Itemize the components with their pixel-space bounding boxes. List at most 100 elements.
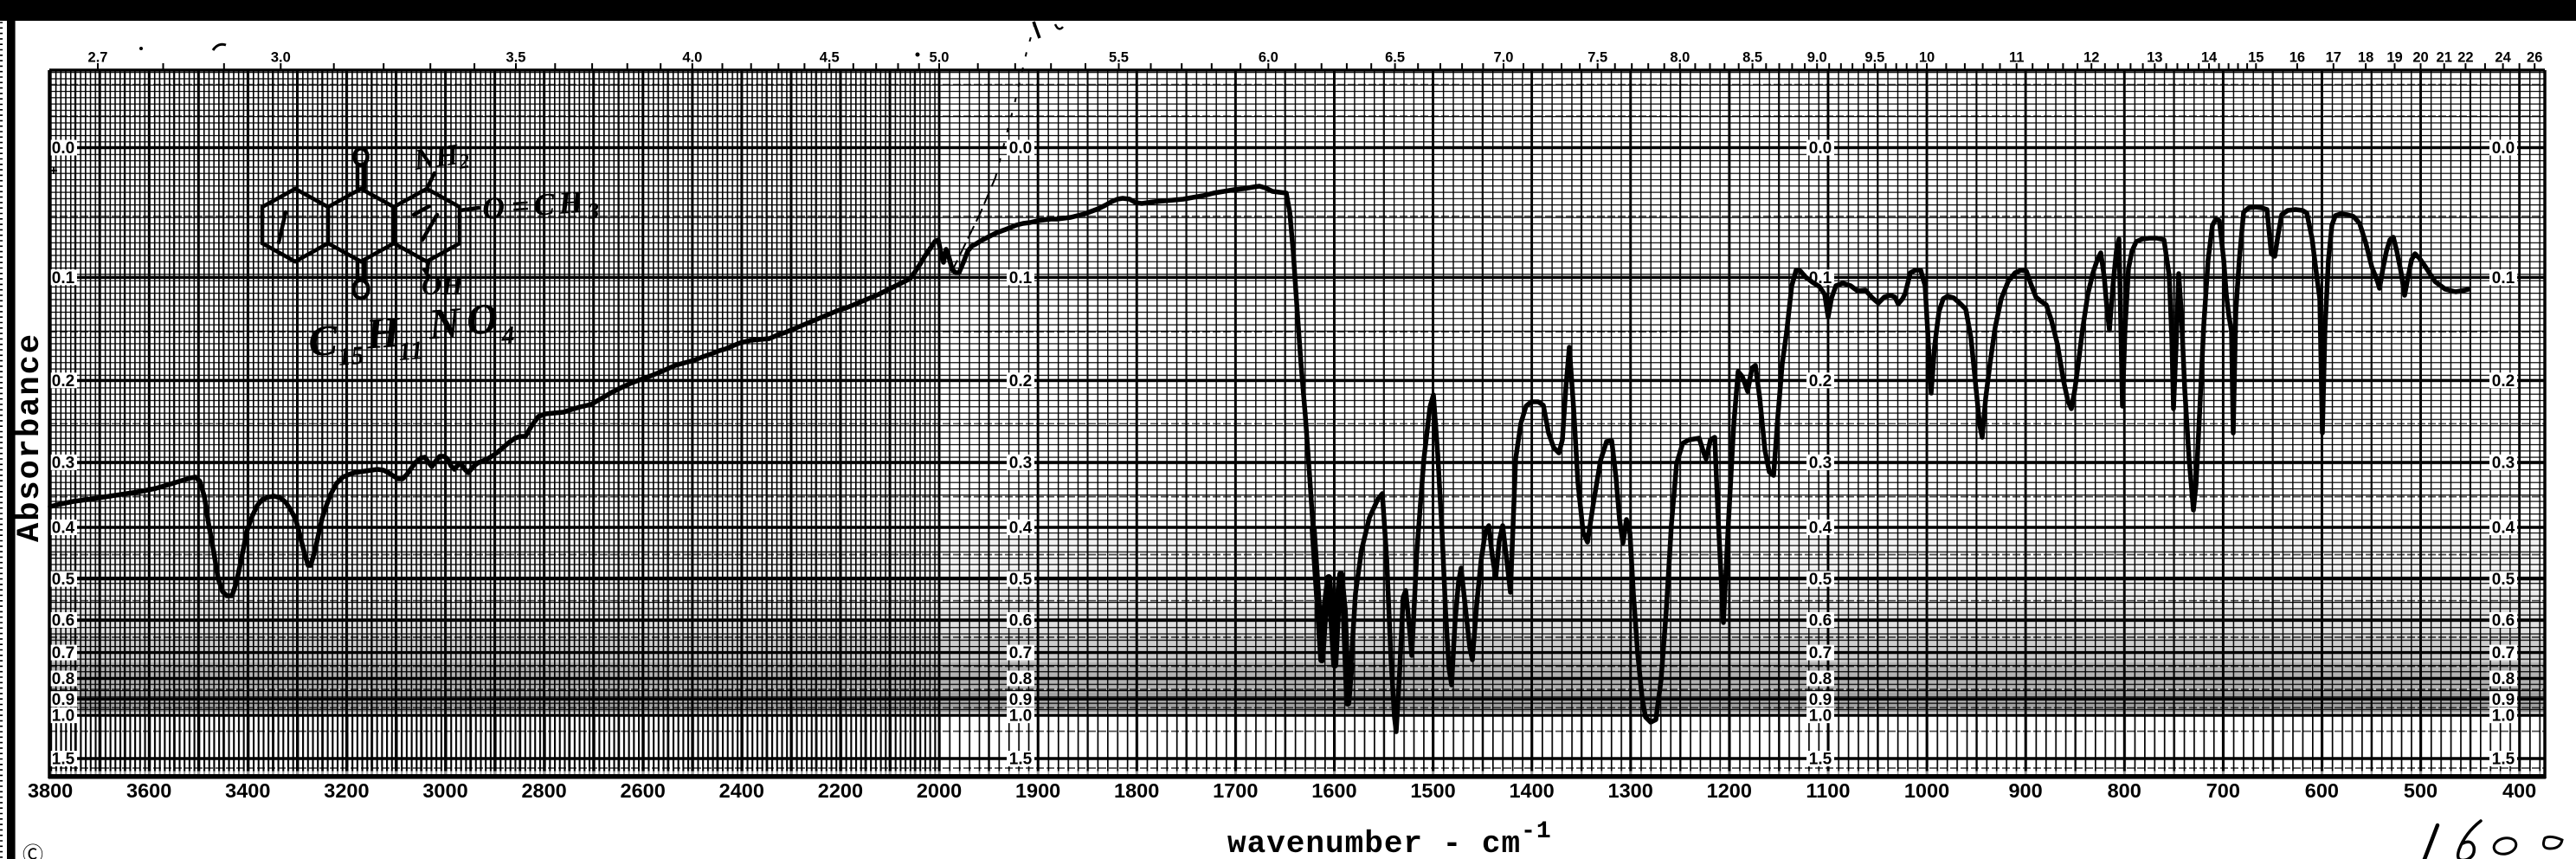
svg-text:1200: 1200 bbox=[1707, 779, 1752, 802]
svg-text:0.8: 0.8 bbox=[1809, 670, 1832, 688]
svg-text:NH2: NH2 bbox=[411, 138, 471, 181]
svg-text:18: 18 bbox=[2358, 50, 2373, 66]
svg-text:0.7: 0.7 bbox=[1809, 644, 1832, 662]
svg-text:19: 19 bbox=[2386, 50, 2402, 66]
svg-text:3.0: 3.0 bbox=[271, 50, 291, 66]
svg-text:800: 800 bbox=[2108, 779, 2141, 802]
svg-text:22: 22 bbox=[2457, 50, 2473, 66]
svg-text:0.0: 0.0 bbox=[52, 139, 74, 158]
svg-text:0.4: 0.4 bbox=[2492, 520, 2515, 538]
svg-text:26: 26 bbox=[2527, 50, 2542, 66]
svg-text:3200: 3200 bbox=[324, 779, 369, 802]
svg-text:0.5: 0.5 bbox=[1809, 571, 1832, 589]
svg-text:0.5: 0.5 bbox=[1009, 571, 1033, 589]
svg-text:0.2: 0.2 bbox=[1009, 372, 1032, 391]
svg-text:9.0: 9.0 bbox=[1807, 50, 1827, 66]
svg-text:13: 13 bbox=[2147, 50, 2162, 66]
svg-text:21: 21 bbox=[2437, 50, 2452, 66]
svg-text:0.4: 0.4 bbox=[52, 520, 75, 538]
svg-text:1.5: 1.5 bbox=[1809, 751, 1832, 769]
svg-text:0.9: 0.9 bbox=[2492, 691, 2515, 709]
svg-text:4.0: 4.0 bbox=[682, 50, 702, 66]
svg-text:11: 11 bbox=[2009, 50, 2024, 66]
svg-text:1.5: 1.5 bbox=[52, 751, 75, 769]
svg-text:0.8: 0.8 bbox=[52, 670, 74, 688]
svg-text:14: 14 bbox=[2201, 50, 2218, 66]
svg-text:8.0: 8.0 bbox=[1670, 50, 1690, 66]
svg-text:1900: 1900 bbox=[1015, 779, 1060, 802]
svg-text:3000: 3000 bbox=[422, 779, 467, 802]
svg-text:0.9: 0.9 bbox=[52, 691, 74, 709]
svg-text:0.3: 0.3 bbox=[1809, 454, 1832, 472]
svg-text:1300: 1300 bbox=[1608, 779, 1653, 802]
svg-text:3400: 3400 bbox=[225, 779, 270, 802]
svg-text:0.6: 0.6 bbox=[1009, 612, 1032, 630]
svg-text:1.5: 1.5 bbox=[1009, 751, 1033, 769]
svg-text:C: C bbox=[306, 315, 339, 365]
svg-text:1100: 1100 bbox=[1806, 779, 1850, 802]
svg-text:2.7: 2.7 bbox=[88, 50, 108, 66]
svg-text:0.3: 0.3 bbox=[52, 454, 74, 472]
svg-text:8.5: 8.5 bbox=[1742, 50, 1762, 66]
svg-text:0.8: 0.8 bbox=[1009, 670, 1032, 688]
svg-text:0.7: 0.7 bbox=[1009, 644, 1032, 662]
svg-text:10: 10 bbox=[1919, 50, 1935, 66]
svg-text:4: 4 bbox=[499, 321, 515, 351]
svg-text:5.5: 5.5 bbox=[1109, 50, 1129, 66]
svg-text:7.0: 7.0 bbox=[1494, 50, 1514, 66]
svg-text:0.2: 0.2 bbox=[2492, 372, 2515, 391]
svg-text:0.3: 0.3 bbox=[1009, 454, 1032, 472]
svg-text:2200: 2200 bbox=[818, 779, 863, 802]
svg-text:900: 900 bbox=[2008, 779, 2042, 802]
svg-text:0.5: 0.5 bbox=[2492, 571, 2515, 589]
svg-text:Absorbance: Absorbance bbox=[12, 333, 48, 542]
svg-text:500: 500 bbox=[2404, 779, 2438, 802]
svg-text:2600: 2600 bbox=[621, 779, 666, 802]
svg-text:0.9: 0.9 bbox=[1809, 691, 1832, 709]
svg-text:3600: 3600 bbox=[126, 779, 171, 802]
svg-text:1700: 1700 bbox=[1213, 779, 1258, 802]
svg-text:0.6: 0.6 bbox=[1809, 612, 1832, 630]
svg-text:0.9: 0.9 bbox=[1009, 691, 1032, 709]
svg-text:Ⓒ: Ⓒ bbox=[23, 843, 43, 859]
svg-text:O: O bbox=[465, 294, 499, 344]
svg-text:0.5: 0.5 bbox=[52, 571, 75, 589]
svg-text:0.2: 0.2 bbox=[1809, 372, 1832, 391]
svg-text:24: 24 bbox=[2495, 50, 2511, 66]
svg-text:600: 600 bbox=[2305, 779, 2339, 802]
svg-text:0.1: 0.1 bbox=[1009, 269, 1033, 287]
svg-text:0.0: 0.0 bbox=[2492, 139, 2515, 158]
svg-text:1600: 1600 bbox=[1311, 779, 1356, 802]
svg-text:1500: 1500 bbox=[1410, 779, 1455, 802]
svg-text:4.5: 4.5 bbox=[820, 50, 840, 66]
svg-text:12: 12 bbox=[2083, 50, 2099, 66]
svg-text:17: 17 bbox=[2326, 50, 2341, 66]
svg-text:0.7: 0.7 bbox=[52, 644, 74, 662]
svg-text:1400: 1400 bbox=[1509, 779, 1554, 802]
svg-text:1.0: 1.0 bbox=[1809, 707, 1832, 726]
svg-text:0.1: 0.1 bbox=[2492, 269, 2515, 287]
svg-text:16: 16 bbox=[2289, 50, 2305, 66]
svg-text:0.0: 0.0 bbox=[1009, 139, 1032, 158]
svg-text:2000: 2000 bbox=[917, 779, 962, 802]
svg-text:0.4: 0.4 bbox=[1009, 520, 1033, 538]
svg-text:15: 15 bbox=[2248, 50, 2264, 66]
svg-text:9.5: 9.5 bbox=[1864, 50, 1884, 66]
svg-text:0.8: 0.8 bbox=[2492, 670, 2515, 688]
svg-text:0.6: 0.6 bbox=[2492, 612, 2515, 630]
svg-text:3800: 3800 bbox=[28, 779, 73, 802]
svg-text:N: N bbox=[426, 298, 463, 349]
svg-text:5.0: 5.0 bbox=[930, 50, 950, 66]
svg-text:1.5: 1.5 bbox=[2492, 751, 2515, 769]
svg-text:15: 15 bbox=[338, 341, 365, 371]
svg-text:1.0: 1.0 bbox=[1009, 707, 1032, 726]
svg-text:0.2: 0.2 bbox=[52, 372, 74, 391]
svg-text:3.5: 3.5 bbox=[506, 50, 526, 66]
svg-text:20: 20 bbox=[2412, 50, 2428, 66]
svg-text:H: H bbox=[364, 307, 403, 358]
svg-text:1.0: 1.0 bbox=[2492, 707, 2515, 726]
svg-text:0.0: 0.0 bbox=[1809, 139, 1832, 158]
svg-text:1800: 1800 bbox=[1114, 779, 1159, 802]
svg-text:2800: 2800 bbox=[521, 779, 566, 802]
svg-text:0.7: 0.7 bbox=[2492, 644, 2515, 662]
